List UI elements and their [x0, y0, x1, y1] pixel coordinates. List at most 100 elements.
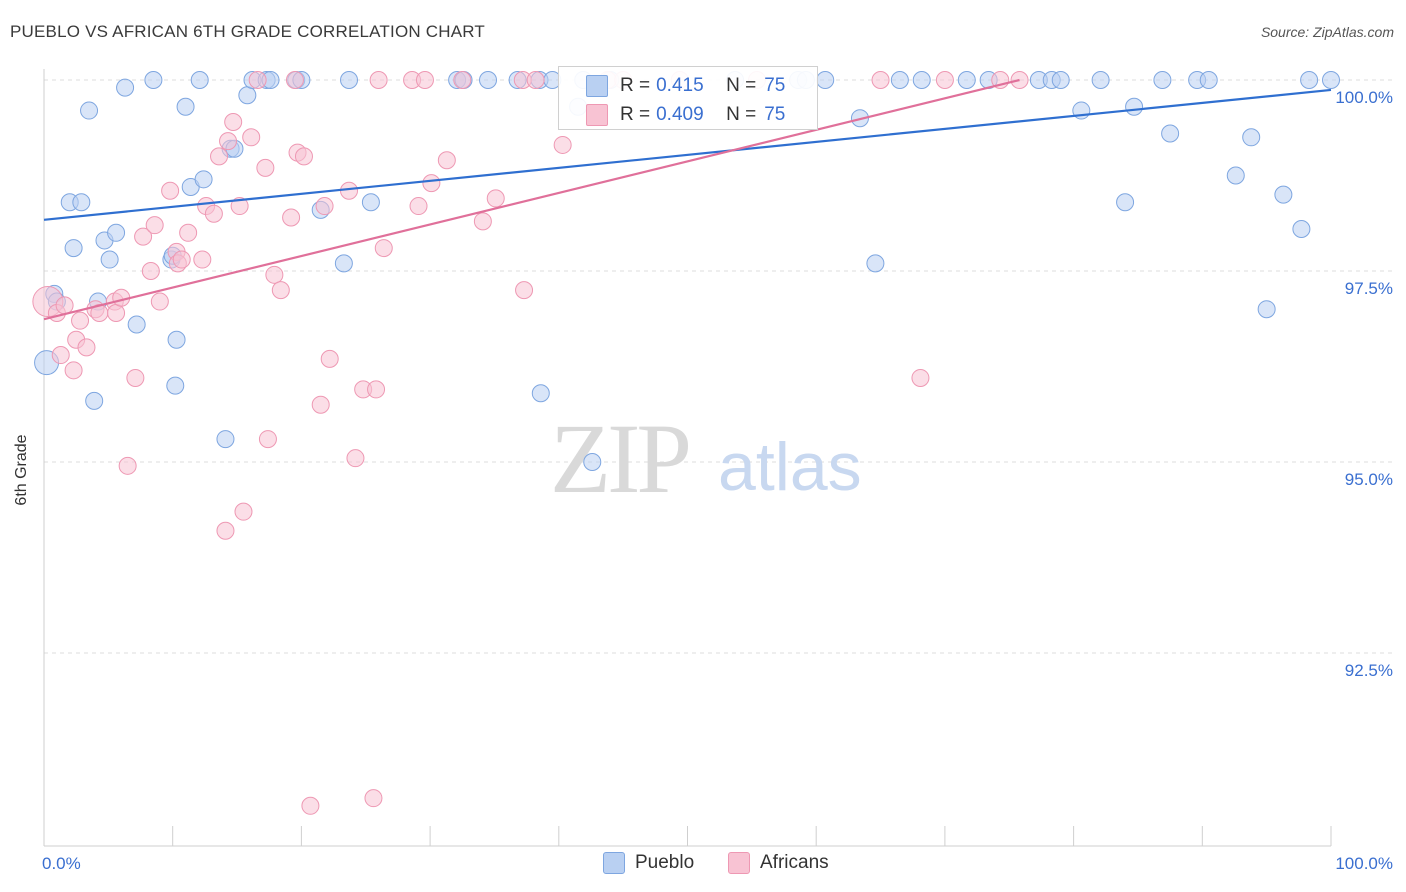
grid-layer — [44, 79, 1392, 654]
pueblo-point — [167, 330, 186, 349]
africans-point — [311, 395, 330, 414]
pueblo-point — [85, 391, 104, 410]
pueblo-point — [531, 384, 550, 403]
pueblo-point — [1091, 71, 1110, 89]
watermark: ZIP atlas — [550, 403, 862, 514]
axis-layer — [43, 69, 1332, 847]
pueblo-point — [1199, 71, 1218, 89]
stats-legend-row-africans: R = 0.409 N = 75 — [559, 100, 785, 130]
africans-point — [107, 304, 126, 323]
legend-item-pueblo[interactable]: Pueblo — [603, 852, 694, 874]
africans-point — [126, 368, 145, 387]
pueblo-point — [100, 250, 119, 269]
tick-label-layer: 100.0% 97.5% 95.0% 92.5% 0.0% 100.0% — [42, 88, 1393, 873]
stats-legend: R = 0.415 N = 75 R = 0.409 N = 75 — [558, 66, 818, 130]
watermark-zip: ZIP — [550, 403, 688, 514]
africans-point — [320, 349, 339, 368]
pueblo-point — [361, 193, 380, 212]
x-tick-label: 100.0% — [1335, 854, 1393, 873]
africans-point — [248, 71, 267, 89]
africans-n-label: N = — [726, 104, 757, 125]
africans-r-value: 0.409 — [656, 104, 704, 125]
africans-point — [271, 281, 290, 300]
pueblo-point — [334, 254, 353, 273]
pueblo-n-value: 75 — [764, 75, 786, 96]
africans-point — [265, 265, 284, 284]
watermark-atlas: atlas — [718, 429, 862, 505]
y-tick-label: 97.5% — [1345, 279, 1393, 298]
africans-point — [242, 128, 261, 147]
pueblo-point — [1161, 124, 1180, 143]
pueblo-point — [1226, 166, 1245, 185]
africans-point — [911, 368, 930, 387]
africans-point — [553, 135, 572, 154]
pueblo-r-label: R = — [620, 75, 651, 96]
pueblo-point — [64, 239, 83, 258]
africans-r-label: R = — [620, 104, 651, 125]
africans-point — [301, 796, 320, 815]
africans-point — [374, 239, 393, 258]
africans-point — [935, 71, 954, 89]
africans-point — [409, 197, 428, 216]
africans-point — [145, 216, 164, 235]
africans-point — [282, 208, 301, 227]
chart-title: PUEBLO VS AFRICAN 6TH GRADE CORRELATION … — [10, 22, 486, 41]
africans-point — [871, 71, 890, 89]
y-tick-label: 92.5% — [1345, 661, 1393, 680]
africans-point — [71, 311, 90, 330]
africans-legend-swatch — [728, 852, 750, 874]
pueblo-point — [216, 430, 235, 449]
africans-point — [315, 197, 334, 216]
africans-point — [453, 71, 472, 89]
pueblo-point — [1116, 193, 1135, 212]
africans-point — [216, 521, 235, 540]
y-tick-label: 95.0% — [1345, 470, 1393, 489]
source-label: Source: ZipAtlas.com — [1260, 24, 1394, 40]
x-tick-label: 0.0% — [42, 854, 81, 873]
africans-point — [77, 338, 96, 357]
africans-point — [224, 113, 243, 132]
africans-point — [294, 147, 313, 166]
africans-point — [118, 456, 137, 475]
africans-point — [134, 227, 153, 246]
africans-point — [150, 292, 169, 311]
africans-point — [340, 181, 359, 200]
africans-point — [437, 151, 456, 170]
africans-point — [422, 174, 441, 193]
africans-point — [161, 181, 180, 200]
pueblo-point — [1322, 71, 1340, 89]
pueblo-point — [1242, 128, 1261, 147]
africans-point — [369, 71, 388, 89]
africans-point — [55, 296, 74, 315]
africans-point — [486, 189, 505, 208]
pueblo-n-label: N = — [726, 75, 757, 96]
pueblo-point — [238, 86, 257, 105]
pueblo-point — [1051, 71, 1070, 89]
pueblo-point — [816, 71, 835, 89]
africans-point — [204, 204, 223, 223]
africans-point — [210, 147, 229, 166]
pueblo-point — [890, 71, 909, 89]
pueblo-legend-swatch — [603, 852, 625, 874]
africans-point — [219, 132, 238, 151]
trend-layer — [43, 78, 1332, 321]
africans-point — [526, 71, 545, 89]
pueblo-point — [1257, 300, 1276, 319]
pueblo-legend-label: Pueblo — [635, 852, 695, 873]
legend-item-africans[interactable]: Africans — [728, 852, 829, 874]
pueblo-point — [866, 254, 885, 273]
africans-point — [193, 250, 212, 269]
pueblo-point — [116, 78, 135, 97]
africans-point — [285, 71, 304, 89]
pueblo-point — [479, 71, 498, 89]
pueblo-point — [1300, 71, 1319, 89]
africans-point — [346, 449, 365, 468]
y-tick-label: 100.0% — [1335, 88, 1393, 107]
pueblo-swatch — [586, 75, 608, 97]
pueblo-point — [194, 170, 213, 189]
pueblo-trend-line — [43, 88, 1332, 221]
pueblo-point — [166, 376, 185, 395]
africans-point — [179, 223, 198, 242]
pueblo-r-value: 0.415 — [656, 75, 704, 96]
africans-point — [415, 71, 434, 89]
